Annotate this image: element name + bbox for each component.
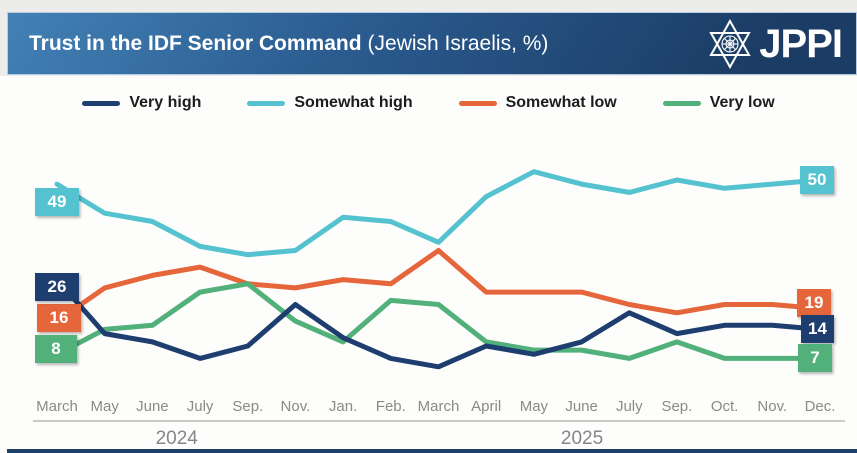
value-label-very-low-start: 8 [35,335,77,363]
x-axis-label: March [417,398,460,415]
legend-swatch-icon [662,100,701,106]
legend-swatch-icon [458,100,497,106]
x-axis-label: Nov. [280,398,311,415]
bottom-accent-bar [7,449,857,453]
logo-text: JPPI [759,21,843,66]
x-axis-label: Sep. [661,398,693,415]
chart-legend: Very high Somewhat high Somewhat low Very l… [0,94,857,112]
x-axis-label: June [136,398,169,415]
year-label: 2024 [155,428,198,449]
legend-label: Somewhat high [294,94,413,111]
value-label-very-high-start: 26 [35,273,79,301]
value-label-very-low-end: 7 [798,344,832,372]
page-title-subtitle: (Jewish Israelis, %) [367,31,549,55]
legend-item-very-low: Very low [662,94,775,112]
header-banner: Trust in the IDF Senior Command (Jewish I… [7,12,857,75]
value-label-somewhat-high-start: 49 [35,188,79,216]
line-somewhat-low [54,248,823,324]
x-axis-label: May [90,398,119,415]
x-axis-label: April [471,398,502,415]
legend-item-very-high: Very high [82,94,201,112]
jppi-logo: JPPI [705,18,856,70]
value-label-somewhat-low-start: 16 [37,304,81,332]
legend-label: Very high [129,94,202,111]
line-very-low [54,281,823,361]
page-title-main: Trust in the IDF Senior Command [29,31,362,55]
x-axis-label: July [186,398,214,415]
legend-label: Very low [709,94,775,111]
year-label: 2025 [560,428,604,449]
x-axis-label: Sep. [232,398,264,415]
star-of-david-icon [709,18,751,69]
legend-item-somewhat-high: Somewhat high [247,94,413,112]
x-axis-label: Oct. [710,398,739,415]
legend-swatch-icon [82,100,121,106]
legend-item-somewhat-low: Somewhat low [458,94,617,112]
legend-swatch-icon [247,100,286,106]
x-axis-label: Dec. [804,398,836,415]
value-label-somewhat-low-end: 19 [797,289,831,317]
line-very-high [54,277,823,370]
x-axis-label: Nov. [757,398,788,415]
x-axis-label: March [36,398,78,415]
line-somewhat-high [54,169,823,258]
chart-panel [0,76,857,453]
year-group-rule [33,420,321,422]
page-title: Trust in the IDF Senior Command (Jewish I… [8,32,548,56]
value-label-somewhat-high-end: 50 [800,166,834,194]
x-axis-label: June [565,398,598,415]
year-group-rule [319,420,845,422]
value-label-very-high-end: 14 [801,315,834,343]
legend-label: Somewhat low [505,94,617,111]
x-axis-label: May [519,398,549,415]
x-axis-label: Feb. [375,398,406,415]
x-axis-label: July [615,398,643,415]
x-axis-label: Jan. [328,398,358,415]
